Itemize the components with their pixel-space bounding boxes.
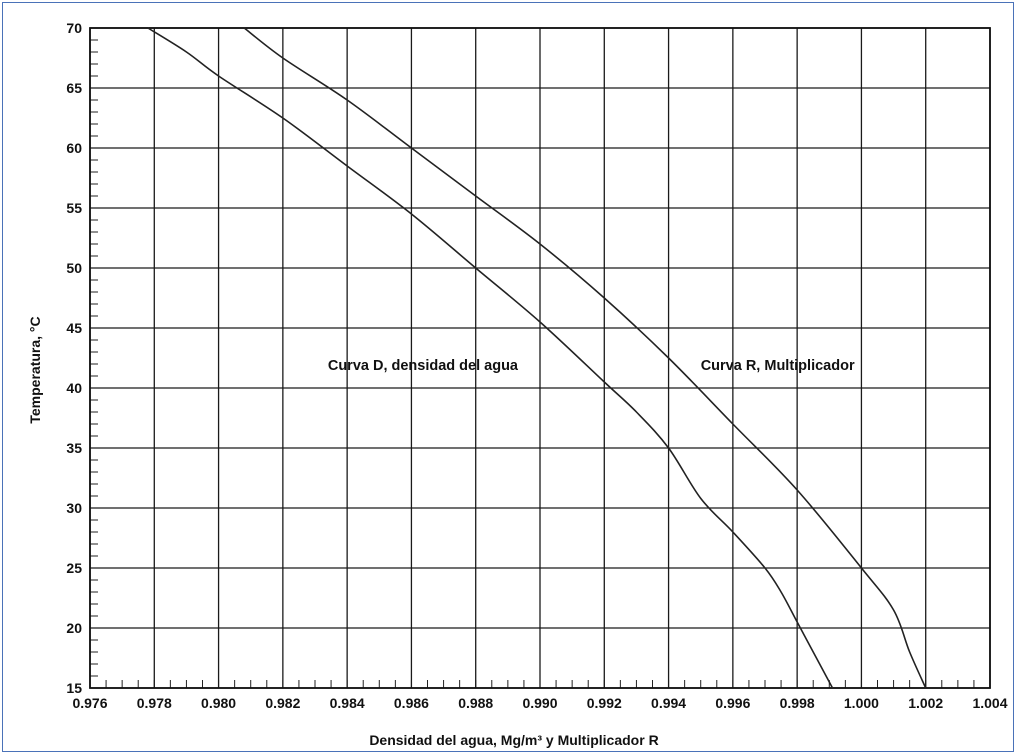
x-tick-label: 0.986 [394,695,429,711]
y-tick-label: 70 [66,20,82,36]
y-tick-label: 20 [66,620,82,636]
series-layer [147,27,927,689]
x-axis-title: Densidad del agua, Mg/m³ y Multiplicador… [369,732,658,748]
grid-layer [89,27,991,689]
x-tick-label: 1.004 [972,695,1007,711]
x-tick-label: 0.982 [265,695,300,711]
annotation-curve-r: Curva R, Multiplicador [701,358,855,374]
x-tick-label: 0.978 [137,695,172,711]
y-tick-label: 30 [66,500,82,516]
y-tick-label: 40 [66,380,82,396]
x-tick-label: 0.992 [587,695,622,711]
x-tick-label: 0.976 [72,695,107,711]
y-tick-label: 50 [66,260,82,276]
y-tick-label: 45 [66,320,82,336]
x-tick-label: 0.988 [458,695,493,711]
y-tick-label: 35 [66,440,82,456]
y-tick-label: 60 [66,140,82,156]
x-tick-label: 0.980 [201,695,236,711]
y-tick-label: 55 [66,200,82,216]
tick-label-layer: 0.976 0.978 0.980 0.982 0.984 0.986 0.988 0.990… [66,20,1007,711]
y-tick-label: 65 [66,80,82,96]
series-curve-d [147,27,834,689]
x-tick-label: 1.000 [844,695,879,711]
annotation-layer: Curva D, densidad del agua Curva R, Multi… [328,358,855,374]
x-tick-label: 1.002 [908,695,943,711]
x-tick-label: 0.996 [715,695,750,711]
annotation-curve-d: Curva D, densidad del agua [328,358,519,374]
series-curve-r [243,27,927,689]
x-tick-label: 0.990 [522,695,557,711]
x-tick-label: 0.984 [330,695,365,711]
x-tick-label: 0.994 [651,695,686,711]
y-tick-label: 15 [66,680,82,696]
x-tick-label: 0.998 [780,695,815,711]
y-tick-label: 25 [66,560,82,576]
plot-border [89,27,991,689]
y-axis-title: Temperatura, °C [27,316,43,423]
